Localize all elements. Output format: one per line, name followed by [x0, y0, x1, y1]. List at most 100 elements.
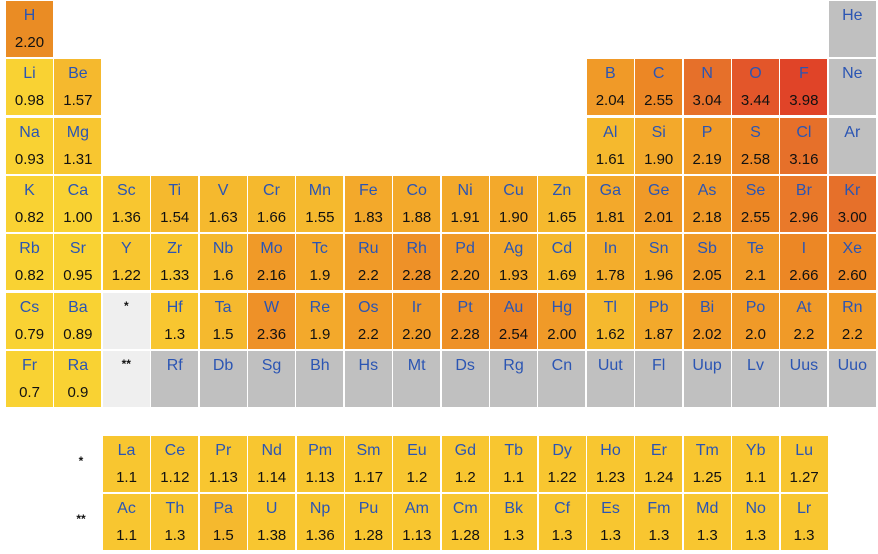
- element-symbol: Lv: [747, 356, 764, 374]
- electronegativity-value: 2.58: [740, 150, 771, 168]
- electronegativity-value: 0.82: [14, 267, 45, 285]
- element-symbol: Xe: [842, 240, 863, 258]
- element-symbol: Cf: [554, 500, 571, 518]
- electronegativity-value: 1.36: [111, 208, 141, 226]
- electronegativity-value: 1.57: [63, 92, 93, 110]
- element-symbol: Po: [745, 298, 766, 316]
- electronegativity-value: 0.79: [14, 325, 45, 343]
- element-symbol: No: [745, 500, 766, 518]
- element-cell-pt: Pt 2.28: [441, 292, 489, 349]
- element-symbol: Ce: [164, 442, 186, 459]
- element-symbol: Mg: [66, 123, 89, 141]
- electronegativity-value: 1.14: [257, 469, 287, 486]
- element-symbol: Bk: [504, 500, 524, 518]
- element-symbol: B: [604, 65, 616, 83]
- electronegativity-value: 1.93: [498, 267, 529, 285]
- element-symbol: Na: [19, 123, 40, 141]
- element-cell-na: Na 0.93: [6, 117, 53, 174]
- element-symbol: Zr: [167, 240, 183, 258]
- electronegativity-value: 2.2: [793, 325, 815, 343]
- element-cell-kr: Kr 3.00: [828, 175, 876, 232]
- electronegativity-value: 2.05: [692, 267, 722, 285]
- element-cell-ar: Ar: [828, 117, 876, 174]
- electronegativity-value: 1.9: [309, 325, 331, 343]
- element-symbol: Ne: [842, 65, 863, 83]
- element-symbol: Mn: [308, 181, 331, 199]
- electronegativity-value: 0.89: [63, 325, 93, 343]
- element-symbol: Db: [212, 356, 234, 374]
- element-cell-nb: Nb 1.6: [199, 234, 247, 291]
- element-cell-s: S 2.58: [732, 117, 779, 174]
- electronegativity-value: 1.24: [644, 469, 674, 486]
- element-symbol: Co: [406, 181, 427, 199]
- element-cell-n: N 3.04: [683, 59, 731, 116]
- electronegativity-value: 1.3: [648, 527, 670, 545]
- element-symbol: Yb: [745, 442, 766, 459]
- electronegativity-value: 1.81: [595, 208, 625, 226]
- element-symbol: Rn: [842, 298, 863, 316]
- element-symbol: Pd: [455, 240, 475, 258]
- element-cell-uuo: Uuo: [828, 350, 876, 407]
- element-cell-uus: Uus: [780, 350, 828, 407]
- element-symbol: Sb: [697, 240, 717, 258]
- element-symbol: Uus: [789, 356, 819, 374]
- element-cell-he: He: [828, 1, 876, 57]
- element-cell-fl: Fl: [635, 350, 683, 407]
- element-symbol: Ho: [600, 442, 621, 459]
- element-cell-au: Au 2.54: [490, 292, 537, 349]
- element-cell-db: Db: [199, 350, 247, 407]
- element-cell-re: Re 1.9: [296, 292, 344, 349]
- electronegativity-value: 2.55: [644, 92, 674, 110]
- element-cell-ge: Ge 2.01: [635, 175, 683, 232]
- element-cell-rh: Rh 2.28: [393, 234, 441, 291]
- element-symbol: Hs: [358, 356, 379, 374]
- element-cell-sc: Sc 1.36: [102, 175, 150, 232]
- element-symbol: At: [796, 298, 812, 316]
- electronegativity-value: 1.1: [745, 469, 767, 486]
- electronegativity-value: 1.96: [644, 267, 674, 285]
- element-symbol: Rf: [166, 356, 183, 374]
- element-symbol: Cn: [551, 356, 573, 374]
- element-symbol: Cs: [19, 298, 40, 316]
- electronegativity-value: 3.98: [789, 92, 819, 110]
- element-symbol: He: [842, 7, 863, 24]
- electronegativity-value: 1.83: [353, 208, 383, 226]
- electronegativity-value: 1.1: [116, 469, 137, 486]
- electronegativity-value: 1.63: [208, 208, 238, 226]
- electronegativity-value: 1.2: [406, 469, 428, 486]
- electronegativity-value: 2.19: [692, 150, 722, 168]
- element-cell-rb: Rb 0.82: [6, 234, 53, 291]
- element-symbol: Sn: [648, 240, 669, 258]
- element-symbol: Hg: [551, 298, 573, 316]
- element-symbol: Nb: [212, 240, 234, 258]
- element-cell-co: Co 1.88: [393, 175, 441, 232]
- electronegativity-value: 2.20: [14, 34, 45, 51]
- electronegativity-value: 2.04: [595, 92, 625, 110]
- electronegativity-value: 0.82: [14, 208, 45, 226]
- electronegativity-value: 2.66: [789, 267, 819, 285]
- element-symbol: Ga: [599, 181, 621, 199]
- electronegativity-value: 1.3: [551, 527, 573, 545]
- electronegativity-value: 1.00: [63, 208, 93, 226]
- electronegativity-value: 1.3: [164, 527, 186, 545]
- element-cell-pa: Pa 1.5: [199, 494, 247, 551]
- element-cell-cr: Cr 1.66: [248, 175, 295, 232]
- element-cell-k: K 0.82: [6, 175, 53, 232]
- element-symbol: Zn: [552, 181, 572, 199]
- element-cell-c: C 2.55: [635, 59, 683, 116]
- electronegativity-value: 1.1: [503, 469, 525, 486]
- electronegativity-value: 2.02: [692, 325, 722, 343]
- electronegativity-value: 2.36: [256, 325, 287, 343]
- element-cell-al: Al 1.61: [586, 117, 634, 174]
- element-cell-rg: Rg: [490, 350, 537, 407]
- element-symbol: Ta: [214, 298, 232, 316]
- electronegativity-value: 1.62: [595, 325, 625, 343]
- element-cell-ti: Ti 1.54: [151, 175, 199, 232]
- element-symbol: Br: [795, 181, 812, 199]
- element-symbol: U: [265, 500, 278, 518]
- electronegativity-value: 1.13: [305, 469, 335, 486]
- electronegativity-value: 2.01: [644, 208, 674, 226]
- element-symbol: V: [217, 181, 229, 199]
- element-symbol: Pm: [308, 442, 333, 459]
- element-cell-am: Am 1.13: [393, 494, 441, 551]
